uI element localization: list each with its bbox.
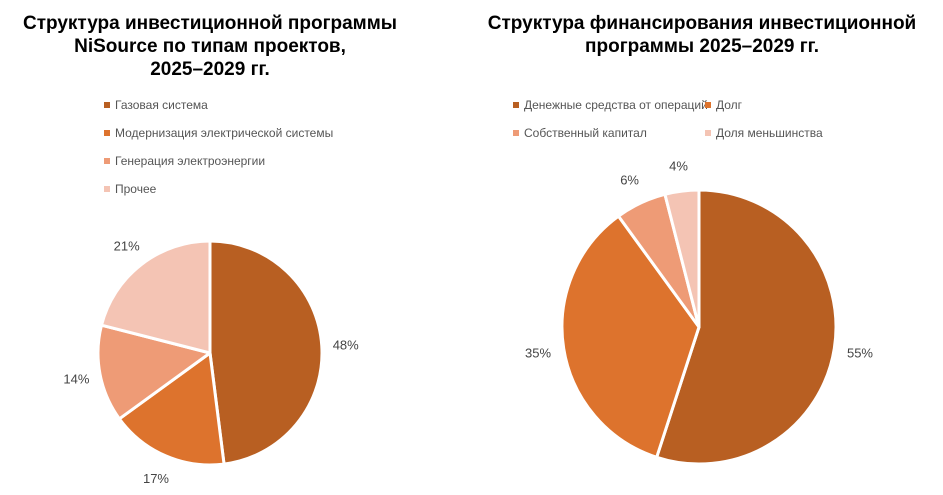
legend-left-swatch-1 [104,130,110,136]
pie-left-data-label-1: 17% [143,471,169,486]
legend-left-label-3: Прочее [115,182,157,196]
legend-right-label-2: Собственный капитал [524,126,647,140]
pie-left-slice-0 [208,239,324,466]
legend-left-label-1: Модернизация электрической системы [115,126,334,140]
pie-left-slice-3 [100,239,212,355]
pie-left-data-label-2: 14% [63,371,89,386]
pie-right-data-label-1: 35% [525,345,551,360]
pie-left-data-label-3: 21% [114,239,140,254]
legend-left-label-0: Газовая система [115,98,208,112]
legend-right-swatch-0 [513,102,519,108]
pie-left-data-label-0: 48% [333,337,359,352]
legend-right-item-3: Доля меньшинства [705,126,823,140]
pie-left-slice-1 [117,351,226,467]
legend-right-label-0: Денежные средства от операций [524,98,708,112]
chart-title-left: Структура инвестиционной программы NiSou… [22,13,398,80]
pie-left-slice-2 [96,323,212,421]
legend-left-item-2: Генерация электроэнергии [104,154,265,168]
pie-right-data-label-2: 6% [620,173,639,188]
pie-right-slice-3 [663,188,701,329]
legend-right-swatch-2 [513,130,519,136]
chart-title-right: Структура финансирования инвестиционной … [487,13,917,57]
legend-left-label-2: Генерация электроэнергии [115,154,266,168]
pie-right-slice-0 [655,188,838,466]
legend-left-swatch-2 [104,158,110,164]
legend-right-label-1: Долг [716,98,743,112]
legend-left-item-0: Газовая система [104,98,208,112]
legend-right-item-0: Денежные средства от операций [513,98,708,112]
legend-right-label-3: Доля меньшинства [716,126,823,140]
legend-left-swatch-3 [104,186,110,192]
legend-right-swatch-1 [705,102,711,108]
pie-right-slice-1 [560,214,701,459]
legend-left-swatch-0 [104,102,110,108]
legend-right-item-1: Долг [705,98,742,112]
legend-right-swatch-3 [705,130,711,136]
pie-right-data-label-3: 4% [669,158,688,173]
legend-right-item-2: Собственный капитал [513,126,647,140]
legend-left-item-3: Прочее [104,182,156,196]
legend-left-item-1: Модернизация электрической системы [104,126,333,140]
pie-right-data-label-0: 55% [847,345,873,360]
